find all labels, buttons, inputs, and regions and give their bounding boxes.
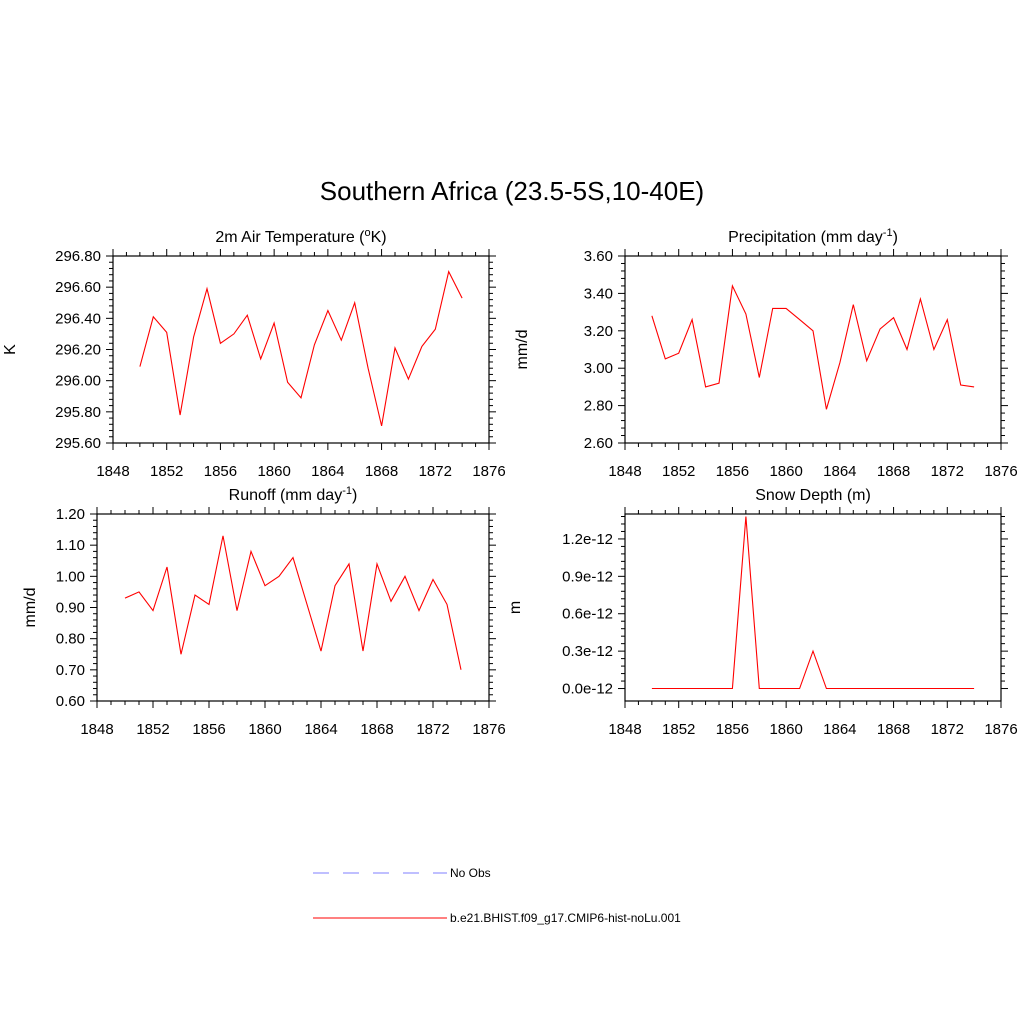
y-tick-label: 0.90: [56, 600, 85, 617]
y-tick-label: 1.20: [56, 506, 85, 523]
y-tick-label: 295.60: [55, 435, 101, 452]
y-tick-label: 3.40: [584, 285, 613, 302]
y-tick-label: 0.80: [56, 631, 85, 648]
plot-frame: [624, 513, 1002, 702]
y-tick-label: 0.0e-12: [562, 681, 613, 698]
legend-label-no-obs: No Obs: [450, 866, 491, 880]
x-tick-label: 1860: [769, 721, 802, 738]
y-axis-label: mm/d: [514, 330, 531, 370]
y-tick-label: 296.40: [55, 310, 101, 327]
x-tick-label: 1868: [365, 463, 398, 480]
panel-title: 2m Air Temperature (oK): [215, 227, 386, 246]
y-tick-label: 2.60: [584, 435, 613, 452]
x-tick-label: 1868: [877, 721, 910, 738]
plot-frame: [624, 255, 1002, 444]
x-tick-label: 1856: [204, 463, 237, 480]
y-tick-label: 296.00: [55, 373, 101, 390]
x-tick-label: 1876: [472, 721, 505, 738]
y-tick-label: 2.80: [584, 398, 613, 415]
x-tick-label: 1848: [608, 721, 641, 738]
y-tick-label: 0.70: [56, 662, 85, 679]
x-tick-label: 1864: [823, 463, 856, 480]
x-tick-label: 1868: [877, 463, 910, 480]
y-tick-label: 296.80: [55, 248, 101, 265]
legend-label-model: b.e21.BHIST.f09_g17.CMIP6-hist-noLu.001: [450, 911, 681, 925]
panel-precipitation: 1848 1852 1856 1860 1864 1868 1872 1876 2.60 2.80…: [514, 227, 1018, 480]
y-tick-label: 1.00: [56, 568, 85, 585]
x-tick-label: 1876: [984, 721, 1017, 738]
series-line: [651, 516, 975, 690]
x-tick-label: 1864: [823, 721, 856, 738]
x-tick-label: 1864: [311, 463, 344, 480]
x-tick-label: 1872: [419, 463, 452, 480]
y-axis-label: m: [507, 601, 524, 614]
y-tick-label: 0.60: [56, 693, 85, 710]
x-tick-label: 1852: [662, 463, 695, 480]
x-tick-label: 1876: [984, 463, 1017, 480]
y-tick-label: 0.3e-12: [562, 643, 613, 660]
x-tick-label: 1860: [248, 721, 281, 738]
y-tick-label: 0.9e-12: [562, 568, 613, 585]
x-tick-label: 1872: [931, 463, 964, 480]
y-tick-label: 3.60: [584, 248, 613, 265]
panel-air-temperature: 1848 1852 1856 1860 1864 1868 1872 1876 295.60 29…: [2, 227, 506, 480]
plot-frame: [96, 513, 490, 702]
y-tick-label: 3.00: [584, 360, 613, 377]
x-tick-label: 1872: [416, 721, 449, 738]
series-line: [651, 284, 975, 410]
y-tick-label: 296.20: [55, 342, 101, 359]
panel-runoff: 1848 1852 1856 1860 1864 1868 1872 1876 0.60 0.70…: [22, 485, 506, 738]
y-tick-label: 295.80: [55, 404, 101, 421]
panel-title: Precipitation (mm day-1): [728, 227, 898, 246]
x-tick-label: 1864: [304, 721, 337, 738]
x-tick-label: 1856: [716, 463, 749, 480]
panel-title: Snow Depth (m): [755, 487, 871, 504]
x-tick-label: 1852: [150, 463, 183, 480]
panel-title: Runoff (mm day-1): [229, 485, 358, 504]
x-tick-label: 1848: [608, 463, 641, 480]
x-tick-label: 1852: [136, 721, 169, 738]
x-tick-label: 1876: [472, 463, 505, 480]
legend: No Obs b.e21.BHIST.f09_g17.CMIP6-hist-no…: [313, 866, 681, 925]
x-tick-label: 1868: [360, 721, 393, 738]
y-tick-label: 3.20: [584, 323, 613, 340]
y-axis-label: K: [2, 344, 19, 355]
x-tick-label: 1852: [662, 721, 695, 738]
x-tick-label: 1860: [769, 463, 802, 480]
series-line: [139, 270, 463, 427]
x-tick-label: 1856: [192, 721, 225, 738]
y-tick-label: 296.60: [55, 279, 101, 296]
x-tick-label: 1860: [257, 463, 290, 480]
panel-snow-depth: 1848 1852 1856 1860 1864 1868 1872 1876 0.0e-12 0…: [507, 487, 1018, 738]
y-tick-label: 1.2e-12: [562, 531, 613, 548]
figure-title: Southern Africa (23.5-5S,10-40E): [320, 176, 704, 206]
x-tick-label: 1848: [96, 463, 129, 480]
series-line: [124, 535, 462, 670]
y-axis-label: mm/d: [22, 588, 39, 628]
y-tick-label: 1.10: [56, 537, 85, 554]
x-tick-label: 1856: [716, 721, 749, 738]
y-tick-label: 0.6e-12: [562, 606, 613, 623]
x-tick-label: 1848: [80, 721, 113, 738]
x-tick-label: 1872: [931, 721, 964, 738]
